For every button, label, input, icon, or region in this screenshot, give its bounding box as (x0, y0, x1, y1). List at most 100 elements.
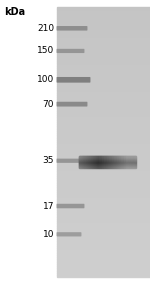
Bar (119, 157, 120, 158)
Bar (90, 164, 91, 165)
Bar (109, 163, 110, 164)
Bar (83, 157, 84, 158)
Bar (116, 166, 117, 167)
Bar (113, 162, 114, 163)
Bar (106, 160, 107, 161)
Bar (125, 161, 126, 162)
Bar (88, 163, 89, 164)
Bar (80, 163, 81, 164)
Bar (120, 167, 121, 168)
Bar (128, 161, 129, 162)
Bar (89, 157, 90, 158)
Bar (99, 164, 100, 165)
Bar (122, 167, 123, 168)
Bar (121, 164, 122, 165)
Bar (121, 157, 122, 158)
Bar (83, 161, 84, 162)
Bar (99, 163, 100, 164)
Bar (131, 163, 132, 164)
Bar (94, 163, 95, 164)
Bar (134, 156, 135, 157)
Bar (90, 159, 91, 160)
Bar (84, 159, 85, 160)
Bar (134, 158, 135, 159)
Bar (98, 164, 99, 165)
Bar (102, 157, 103, 158)
Bar (123, 163, 124, 164)
Bar (57, 108, 150, 111)
Bar (123, 165, 124, 166)
Bar (109, 167, 110, 168)
Bar (112, 166, 113, 167)
Bar (128, 164, 129, 165)
Bar (90, 157, 91, 158)
Bar (82, 167, 83, 168)
Bar (126, 160, 127, 161)
Text: 210: 210 (37, 24, 54, 33)
Bar (97, 158, 98, 159)
Bar (106, 157, 107, 158)
Bar (100, 158, 101, 159)
Bar (133, 160, 134, 161)
Bar (105, 163, 106, 164)
Bar (97, 164, 98, 165)
Bar (115, 162, 116, 163)
Bar (104, 162, 105, 163)
FancyBboxPatch shape (57, 158, 84, 163)
Bar (111, 159, 112, 160)
Bar (96, 157, 97, 158)
Bar (57, 23, 150, 25)
Bar (57, 196, 150, 198)
Bar (120, 157, 121, 158)
Bar (86, 162, 87, 163)
Bar (125, 165, 126, 166)
Bar (98, 162, 99, 163)
Bar (87, 167, 88, 168)
Bar (123, 166, 124, 167)
Bar (97, 165, 98, 166)
Bar (83, 158, 84, 159)
Bar (87, 165, 88, 166)
Bar (135, 167, 136, 168)
Bar (81, 167, 82, 168)
Bar (123, 156, 124, 157)
Bar (128, 157, 129, 158)
Bar (97, 167, 98, 168)
Bar (130, 156, 131, 157)
Bar (131, 162, 132, 163)
Bar (113, 161, 114, 162)
Bar (57, 133, 150, 136)
Bar (57, 149, 150, 151)
Bar (129, 163, 130, 164)
Bar (99, 156, 100, 157)
Bar (57, 212, 150, 214)
Bar (94, 166, 95, 167)
Bar (120, 159, 121, 160)
Bar (99, 166, 100, 167)
Bar (57, 250, 150, 252)
FancyBboxPatch shape (57, 49, 84, 53)
Bar (94, 162, 95, 163)
Bar (85, 159, 86, 160)
Bar (99, 165, 100, 166)
Bar (129, 165, 130, 166)
Bar (101, 158, 102, 159)
FancyBboxPatch shape (57, 77, 90, 83)
Bar (57, 111, 150, 113)
Bar (81, 160, 82, 161)
Bar (57, 79, 150, 82)
Bar (106, 159, 107, 160)
Bar (57, 120, 150, 122)
Bar (107, 162, 108, 163)
Bar (132, 164, 133, 165)
Bar (121, 158, 122, 159)
Bar (57, 232, 150, 235)
Bar (93, 166, 94, 167)
Bar (88, 167, 89, 168)
Bar (113, 165, 114, 166)
Bar (124, 164, 125, 165)
Bar (57, 268, 150, 271)
Bar (118, 162, 119, 163)
Bar (82, 157, 83, 158)
Bar (85, 161, 86, 162)
